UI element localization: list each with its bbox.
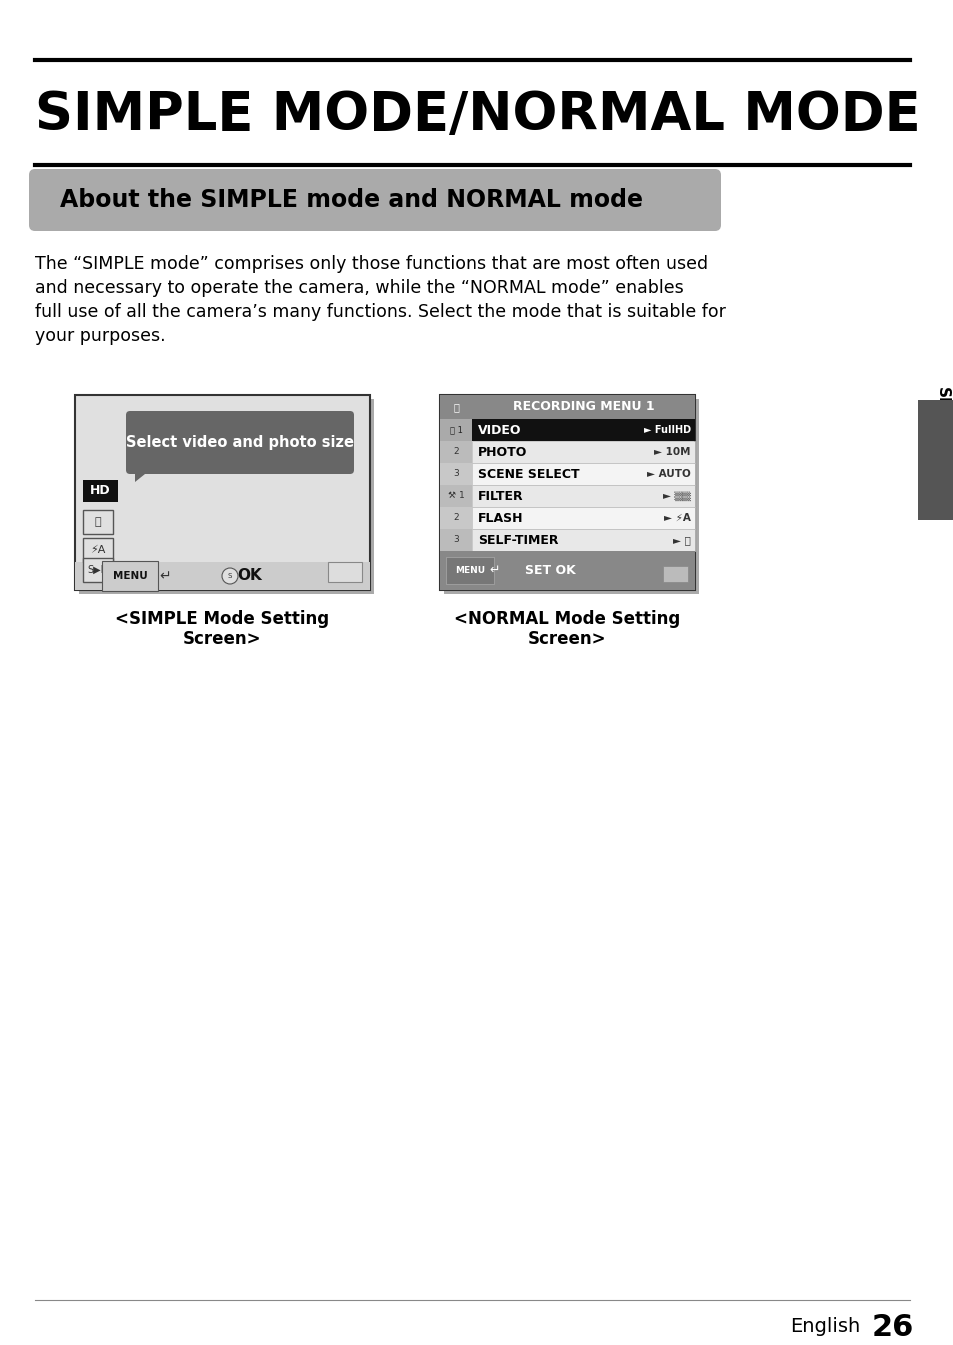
Text: ► 10M: ► 10M [654, 447, 690, 457]
Text: 📷 1: 📷 1 [449, 425, 462, 434]
Bar [439, 463, 472, 486]
Text: SCENE SELECT: SCENE SELECT [477, 468, 579, 480]
Bar [83, 480, 118, 502]
Text: SIMPLE MODE/NORMAL MODE: SIMPLE MODE/NORMAL MODE [35, 89, 920, 141]
Bar [439, 551, 695, 590]
Text: FLASH: FLASH [477, 511, 523, 525]
Text: 3: 3 [453, 535, 458, 545]
Text: ► ⌛: ► ⌛ [673, 535, 690, 545]
Text: S▶N: S▶N [88, 565, 109, 576]
Text: Screen>: Screen> [528, 629, 606, 648]
Text: ↵: ↵ [489, 564, 499, 577]
Text: S: S [228, 573, 232, 578]
Text: About the SIMPLE mode and NORMAL mode: About the SIMPLE mode and NORMAL mode [60, 188, 642, 213]
Bar [79, 399, 374, 594]
Text: ► AUTO: ► AUTO [646, 469, 690, 479]
Text: ► ⚡A: ► ⚡A [663, 512, 690, 523]
Bar [439, 486, 472, 507]
Text: Screen>: Screen> [183, 629, 261, 648]
Text: SELF-TIMER: SELF-TIMER [477, 534, 558, 546]
Bar [439, 420, 472, 441]
Text: 2: 2 [453, 448, 458, 456]
Text: VIDEO: VIDEO [477, 424, 521, 437]
Bar [328, 562, 361, 582]
Bar [83, 558, 112, 582]
Bar [917, 399, 953, 521]
Text: SETUP: SETUP [934, 387, 948, 443]
Circle shape [222, 568, 237, 584]
Text: English: English [789, 1318, 860, 1337]
Bar [75, 395, 370, 590]
Text: HD: HD [90, 484, 111, 498]
Text: 2: 2 [453, 514, 458, 522]
Text: <SIMPLE Mode Setting: <SIMPLE Mode Setting [115, 611, 329, 628]
Text: FILTER: FILTER [477, 490, 523, 503]
Bar [472, 507, 695, 529]
Text: MENU: MENU [112, 572, 147, 581]
Bar [439, 507, 472, 529]
Text: ► ▒▒: ► ▒▒ [662, 491, 690, 500]
Polygon shape [135, 469, 150, 482]
FancyBboxPatch shape [126, 412, 354, 473]
Bar [439, 395, 695, 420]
Text: Select video and photo size: Select video and photo size [126, 434, 354, 451]
Bar [443, 399, 699, 594]
Text: ↵: ↵ [159, 569, 171, 582]
Text: MENU: MENU [455, 566, 484, 576]
Bar [75, 562, 370, 590]
Bar [662, 566, 687, 582]
Bar [83, 538, 112, 562]
Bar [472, 420, 695, 441]
Bar [472, 529, 695, 551]
Text: ⚒ 1: ⚒ 1 [447, 491, 464, 500]
Bar [472, 441, 695, 463]
Text: full use of all the camera’s many functions. Select the mode that is suitable fo: full use of all the camera’s many functi… [35, 303, 725, 321]
Bar [439, 529, 472, 551]
Text: The “SIMPLE mode” comprises only those functions that are most often used: The “SIMPLE mode” comprises only those f… [35, 256, 707, 273]
Text: 👤: 👤 [94, 516, 101, 527]
Text: PHOTO: PHOTO [477, 445, 527, 459]
Bar [472, 486, 695, 507]
Bar [439, 441, 472, 463]
Text: 26: 26 [871, 1313, 913, 1341]
Text: ► FullHD: ► FullHD [643, 425, 690, 434]
Bar [439, 395, 695, 590]
Text: your purposes.: your purposes. [35, 327, 166, 346]
Text: and necessary to operate the camera, while the “NORMAL mode” enables: and necessary to operate the camera, whi… [35, 278, 683, 297]
Bar [472, 463, 695, 486]
FancyBboxPatch shape [29, 169, 720, 231]
Text: ⚡A: ⚡A [91, 545, 106, 555]
Text: 📷: 📷 [453, 402, 458, 412]
Text: 3: 3 [453, 469, 458, 479]
Text: SET OK: SET OK [524, 564, 575, 577]
Text: <NORMAL Mode Setting: <NORMAL Mode Setting [454, 611, 679, 628]
Text: RECORDING MENU 1: RECORDING MENU 1 [512, 401, 654, 413]
Bar [83, 510, 112, 534]
Text: OK: OK [237, 569, 262, 584]
